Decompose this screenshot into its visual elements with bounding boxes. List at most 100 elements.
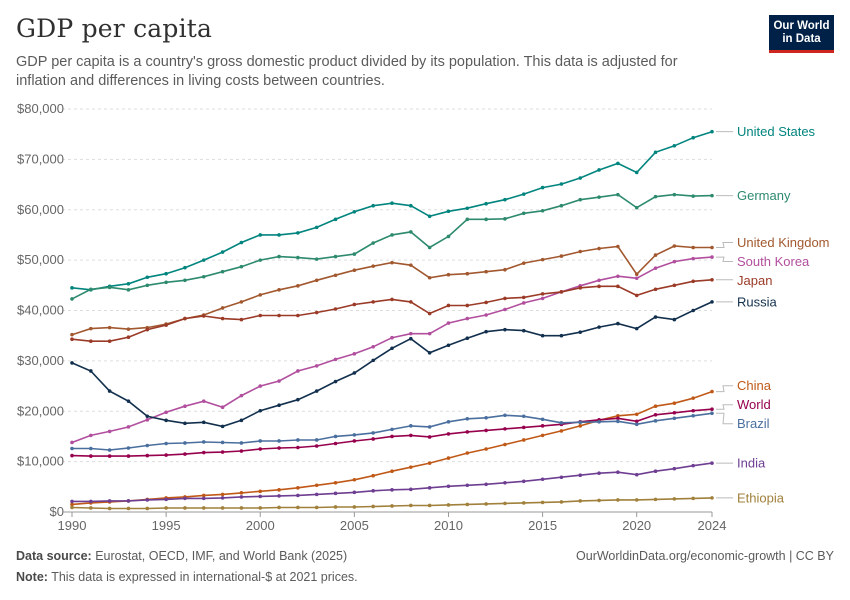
series-world[interactable] — [70, 407, 714, 458]
data-point[interactable] — [277, 233, 281, 237]
data-point[interactable] — [521, 501, 526, 505]
data-point[interactable] — [220, 269, 225, 274]
data-point[interactable] — [107, 339, 112, 344]
data-point[interactable] — [503, 480, 507, 485]
data-point[interactable] — [465, 483, 470, 488]
data-point[interactable] — [672, 416, 677, 421]
series-line[interactable] — [71, 130, 713, 291]
data-point[interactable] — [107, 506, 112, 511]
data-point[interactable] — [597, 498, 601, 503]
data-point[interactable] — [371, 344, 375, 349]
owid-logo[interactable]: Our World in Data — [769, 15, 834, 53]
data-point[interactable] — [164, 280, 168, 285]
data-point[interactable] — [465, 316, 470, 321]
data-point[interactable] — [653, 497, 658, 502]
series-india[interactable] — [70, 461, 714, 504]
data-point[interactable] — [634, 276, 639, 281]
data-point[interactable] — [164, 453, 168, 457]
series-line[interactable] — [71, 245, 712, 336]
data-point[interactable] — [314, 492, 319, 497]
data-point[interactable] — [672, 244, 677, 248]
data-point[interactable] — [465, 271, 470, 276]
data-point[interactable] — [314, 257, 319, 261]
data-point[interactable] — [578, 330, 583, 334]
data-point[interactable] — [89, 326, 93, 331]
data-point[interactable] — [145, 506, 150, 511]
series-label[interactable]: United Kingdom — [737, 235, 830, 250]
data-point[interactable] — [277, 494, 281, 498]
data-point[interactable] — [559, 290, 564, 294]
data-point[interactable] — [616, 244, 620, 249]
series-label[interactable]: World — [737, 397, 771, 412]
data-point[interactable] — [390, 346, 394, 351]
data-point[interactable] — [371, 489, 375, 493]
data-point[interactable] — [540, 417, 545, 422]
data-point[interactable] — [239, 441, 244, 445]
data-point[interactable] — [371, 431, 375, 435]
data-point[interactable] — [371, 264, 375, 268]
data-point[interactable] — [70, 286, 74, 290]
data-point[interactable] — [653, 469, 658, 473]
data-point[interactable] — [409, 487, 413, 492]
data-point[interactable] — [409, 424, 413, 428]
data-point[interactable] — [145, 283, 150, 288]
data-point[interactable] — [201, 493, 206, 498]
data-point[interactable] — [145, 498, 150, 502]
data-point[interactable] — [710, 245, 714, 250]
data-point[interactable] — [296, 313, 300, 318]
data-point[interactable] — [107, 448, 112, 452]
data-point[interactable] — [258, 439, 263, 443]
data-point[interactable] — [597, 471, 601, 476]
data-point[interactable] — [521, 211, 526, 216]
data-point[interactable] — [446, 420, 451, 424]
data-point[interactable] — [578, 420, 583, 425]
data-point[interactable] — [126, 454, 131, 458]
data-point[interactable] — [183, 506, 187, 510]
data-point[interactable] — [220, 316, 225, 321]
data-point[interactable] — [616, 284, 620, 289]
data-point[interactable] — [634, 272, 639, 277]
data-point[interactable] — [446, 456, 451, 460]
data-source-text[interactable]: Eurostat, OECD, IMF, and World Bank (202… — [95, 549, 348, 563]
data-point[interactable] — [503, 307, 507, 312]
data-point[interactable] — [634, 326, 639, 331]
data-point[interactable] — [89, 454, 93, 458]
series-united-states[interactable] — [70, 129, 714, 292]
data-point[interactable] — [691, 194, 695, 198]
series-line[interactable] — [71, 301, 713, 428]
data-point[interactable] — [672, 259, 677, 264]
data-point[interactable] — [126, 506, 131, 511]
data-point[interactable] — [427, 311, 432, 316]
data-point[interactable] — [239, 393, 244, 398]
data-point[interactable] — [616, 498, 620, 502]
data-point[interactable] — [70, 297, 74, 301]
data-point[interactable] — [277, 313, 281, 318]
data-point[interactable] — [672, 497, 677, 501]
data-point[interactable] — [258, 293, 263, 297]
data-point[interactable] — [201, 314, 206, 318]
series-label[interactable]: Germany — [737, 188, 791, 203]
data-point[interactable] — [258, 313, 263, 318]
data-point[interactable] — [484, 300, 488, 305]
data-point[interactable] — [691, 413, 695, 418]
data-point[interactable] — [634, 472, 639, 477]
data-point[interactable] — [427, 245, 432, 250]
data-point[interactable] — [503, 327, 507, 332]
data-point[interactable] — [314, 364, 319, 368]
data-point[interactable] — [145, 275, 150, 280]
data-point[interactable] — [258, 489, 263, 494]
data-point[interactable] — [314, 505, 319, 510]
data-point[interactable] — [409, 336, 413, 341]
data-point[interactable] — [333, 491, 338, 496]
data-point[interactable] — [521, 328, 526, 333]
data-point[interactable] — [126, 327, 131, 331]
data-point[interactable] — [503, 413, 507, 418]
data-point[interactable] — [559, 182, 564, 186]
data-point[interactable] — [484, 269, 488, 274]
data-point[interactable] — [390, 233, 394, 237]
data-point[interactable] — [70, 502, 74, 507]
data-point[interactable] — [333, 273, 338, 278]
data-point[interactable] — [164, 271, 168, 276]
data-point[interactable] — [183, 452, 187, 456]
data-point[interactable] — [352, 439, 357, 443]
